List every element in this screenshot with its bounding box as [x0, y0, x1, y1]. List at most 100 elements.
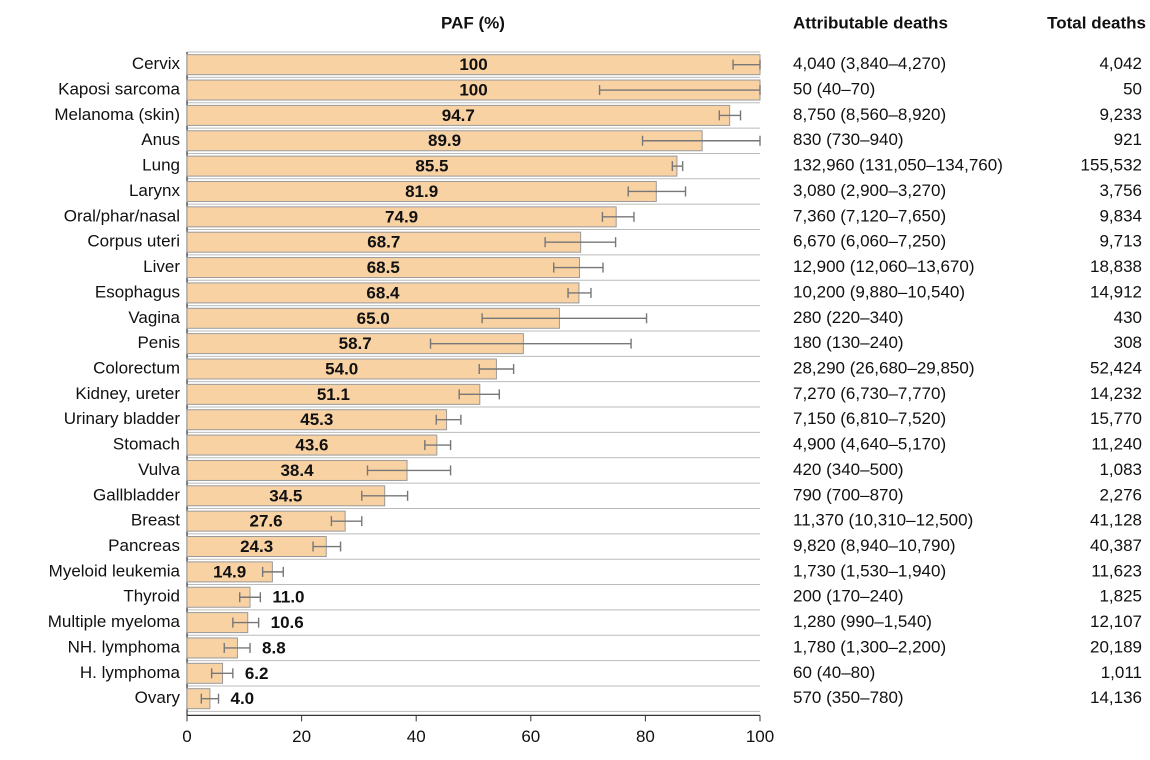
- value-label: 34.5: [269, 486, 302, 505]
- y-tick-label: Kaposi sarcoma: [58, 80, 180, 99]
- y-tick-label: Colorectum: [93, 358, 180, 377]
- y-tick-label: Melanoma (skin): [54, 105, 180, 124]
- table-cell: 7,270 (6,730–7,770): [793, 384, 946, 403]
- y-tick-label: Stomach: [113, 435, 180, 454]
- table-cell: 7,150 (6,810–7,520): [793, 409, 946, 428]
- value-label: 65.0: [357, 309, 390, 328]
- y-tick-label: Pancreas: [108, 536, 180, 555]
- y-tick-label: Urinary bladder: [64, 409, 181, 428]
- value-label: 51.1: [317, 385, 350, 404]
- value-label: 100: [459, 81, 487, 100]
- y-tick-label: Penis: [137, 333, 180, 352]
- table-cell: 420 (340–500): [793, 460, 904, 479]
- table-cell: 1,083: [1099, 460, 1142, 479]
- table-cell: 14,912: [1090, 282, 1142, 301]
- value-label: 68.5: [367, 258, 400, 277]
- value-label: 11.0: [272, 588, 304, 607]
- y-tick-label: Gallbladder: [93, 485, 180, 504]
- table-cell: 3,756: [1099, 181, 1142, 200]
- value-label: 14.9: [213, 562, 246, 581]
- x-tick-label: 20: [292, 727, 311, 746]
- y-tick-label: NH. lymphoma: [68, 637, 181, 656]
- value-label: 68.4: [366, 283, 400, 302]
- table-cell: 9,233: [1099, 105, 1142, 124]
- y-tick-label: Liver: [143, 257, 180, 276]
- table-cell: 50: [1123, 80, 1142, 99]
- table-cell: 4,040 (3,840–4,270): [793, 54, 946, 73]
- table-cell: 52,424: [1090, 358, 1142, 377]
- table-cell: 1,780 (1,300–2,200): [793, 637, 946, 656]
- y-tick-label: Multiple myeloma: [48, 612, 181, 631]
- table-cell: 921: [1114, 130, 1142, 149]
- y-tick-label: Thyroid: [123, 587, 180, 606]
- table-cell: 9,820 (8,940–10,790): [793, 536, 956, 555]
- table-cell: 41,128: [1090, 511, 1142, 530]
- chart-title: PAF (%): [441, 13, 505, 32]
- table-cell: 40,387: [1090, 536, 1142, 555]
- value-label: 24.3: [240, 537, 273, 556]
- table-cell: 12,107: [1090, 612, 1142, 631]
- table-cell: 155,532: [1081, 156, 1142, 175]
- y-tick-label: Breast: [131, 511, 180, 530]
- table-cell: 50 (40–70): [793, 80, 875, 99]
- table-cell: 8,750 (8,560–8,920): [793, 105, 946, 124]
- value-label: 85.5: [415, 157, 448, 176]
- table-cell: 180 (130–240): [793, 333, 904, 352]
- table-cell: 1,730 (1,530–1,940): [793, 561, 946, 580]
- value-label: 27.6: [250, 512, 283, 531]
- table-cell: 20,189: [1090, 637, 1142, 656]
- table-cell: 1,825: [1099, 587, 1142, 606]
- y-tick-label: H. lymphoma: [80, 663, 181, 682]
- value-label: 58.7: [339, 334, 372, 353]
- value-label: 74.9: [385, 207, 418, 226]
- table-cell: 9,834: [1099, 206, 1142, 225]
- value-label: 38.4: [280, 461, 314, 480]
- y-tick-label: Kidney, ureter: [75, 384, 180, 403]
- table-cell: 2,276: [1099, 485, 1142, 504]
- column-header: Attributable deaths: [793, 13, 948, 32]
- table-cell: 11,370 (10,310–12,500): [793, 511, 973, 530]
- table-cell: 60 (40–80): [793, 663, 875, 682]
- value-label: 54.0: [325, 359, 358, 378]
- table-cell: 790 (700–870): [793, 485, 904, 504]
- x-tick-label: 60: [521, 727, 540, 746]
- value-label: 100: [459, 55, 487, 74]
- table-cell: 3,080 (2,900–3,270): [793, 181, 946, 200]
- table-cell: 1,011: [1101, 663, 1142, 682]
- value-label: 89.9: [428, 131, 461, 150]
- value-label: 6.2: [245, 664, 269, 683]
- y-tick-label: Myeloid leukemia: [49, 561, 181, 580]
- table-cell: 11,623: [1091, 561, 1142, 580]
- x-tick-label: 40: [407, 727, 426, 746]
- table-cell: 570 (350–780): [793, 688, 904, 707]
- value-label: 45.3: [300, 410, 333, 429]
- value-label: 43.6: [295, 436, 328, 455]
- table-cell: 14,136: [1090, 688, 1142, 707]
- table-cell: 18,838: [1090, 257, 1142, 276]
- column-header: Total deaths: [1047, 13, 1146, 32]
- table-cell: 10,200 (9,880–10,540): [793, 282, 965, 301]
- value-label: 68.7: [367, 233, 400, 252]
- table-cell: 1,280 (990–1,540): [793, 612, 932, 631]
- y-tick-label: Larynx: [129, 181, 181, 200]
- x-tick-label: 80: [636, 727, 655, 746]
- x-tick-label: 0: [182, 727, 191, 746]
- value-label: 10.6: [271, 613, 304, 632]
- y-tick-label: Ovary: [135, 688, 181, 707]
- value-label: 4.0: [231, 689, 255, 708]
- table-cell: 280 (220–340): [793, 308, 904, 327]
- table-cell: 28,290 (26,680–29,850): [793, 358, 975, 377]
- y-tick-label: Oral/phar/nasal: [64, 206, 180, 225]
- y-tick-label: Corpus uteri: [87, 232, 180, 251]
- value-label: 94.7: [442, 106, 475, 125]
- table-cell: 830 (730–940): [793, 130, 904, 149]
- value-label: 81.9: [405, 182, 438, 201]
- table-cell: 11,240: [1091, 435, 1142, 454]
- value-label: 8.8: [262, 638, 286, 657]
- table-cell: 132,960 (131,050–134,760): [793, 156, 1003, 175]
- table-cell: 4,900 (4,640–5,170): [793, 435, 946, 454]
- y-tick-label: Cervix: [132, 54, 181, 73]
- table-cell: 6,670 (6,060–7,250): [793, 232, 946, 251]
- y-tick-label: Anus: [141, 130, 180, 149]
